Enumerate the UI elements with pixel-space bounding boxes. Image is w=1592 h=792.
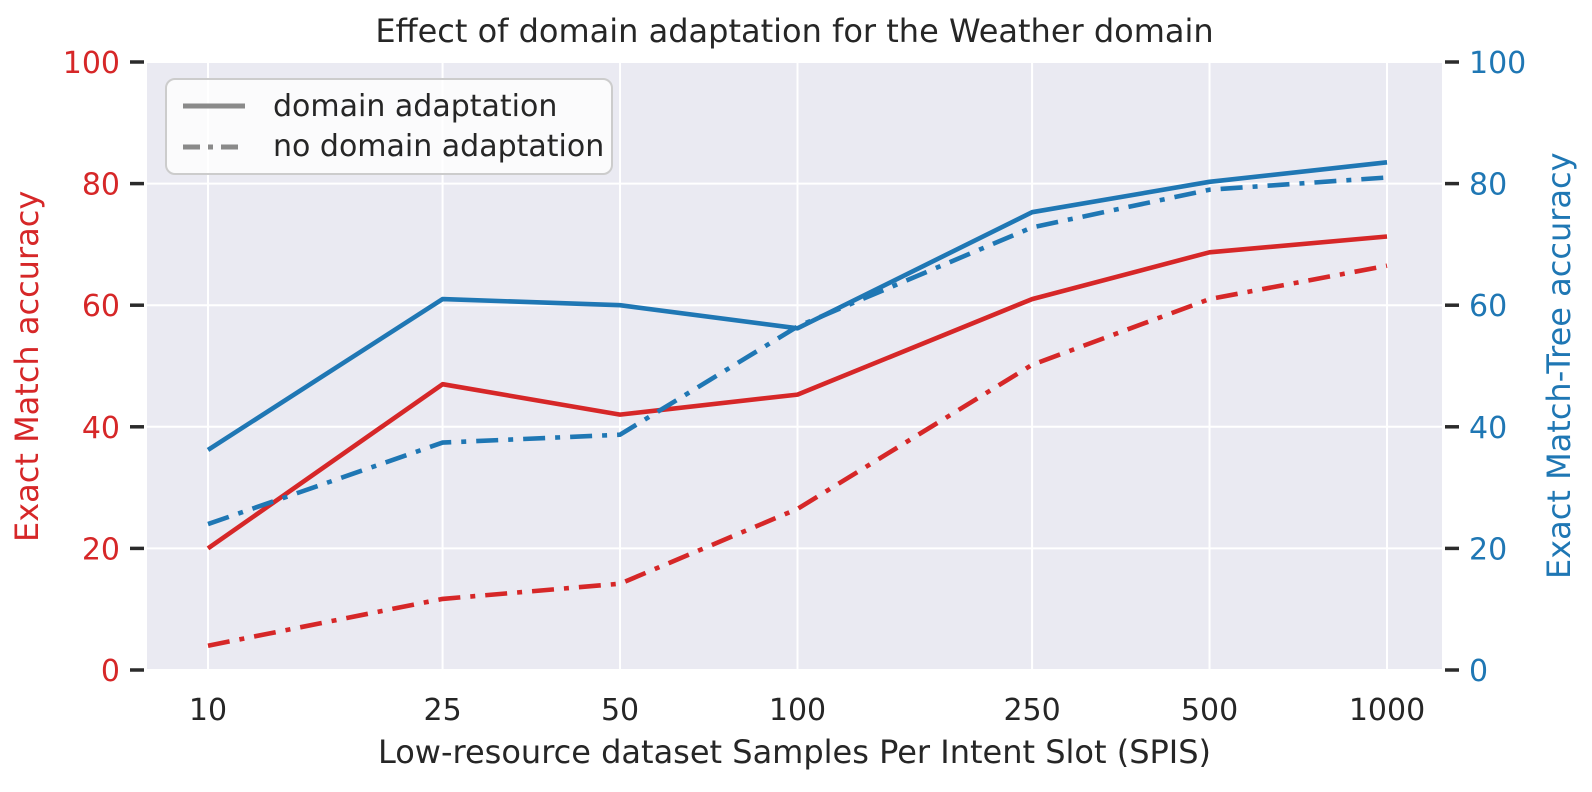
chart-title: Effect of domain adaptation for the Weat…: [375, 12, 1214, 50]
x-tick-label: 500: [1181, 693, 1238, 728]
y-tick-label-left: 100: [63, 46, 120, 81]
y-tick-label-right: 80: [1469, 168, 1507, 203]
y-tick-label-left: 40: [82, 411, 120, 446]
y-tick-label-right: 60: [1469, 289, 1507, 324]
legend-item-label: domain adaptation: [273, 88, 558, 124]
y-tick-label-left: 80: [82, 168, 120, 203]
x-axis-label: Low-resource dataset Samples Per Intent …: [377, 733, 1212, 771]
x-tick-label: 25: [423, 693, 461, 728]
x-tick-label: 100: [769, 693, 826, 728]
legend-item-label: no domain adaptation: [273, 129, 605, 165]
y-tick-label-left: 0: [101, 654, 120, 689]
y-tick-label-left: 60: [82, 289, 120, 324]
series-line: [207, 263, 1388, 648]
x-tick-label: 10: [189, 693, 227, 728]
y-tick-label-right: 0: [1469, 654, 1488, 689]
legend-line-dashdot-icon: [183, 144, 245, 150]
legend: domain adaptation no domain adaptation: [165, 78, 613, 175]
legend-item: domain adaptation: [181, 89, 611, 124]
x-tick-label: 50: [601, 693, 639, 728]
y-tick-label-right: 20: [1469, 532, 1507, 567]
y-tick-label-right: 40: [1469, 411, 1507, 446]
x-tick-label: 1000: [1349, 693, 1425, 728]
legend-item: no domain adaptation: [181, 129, 611, 164]
series-line: [206, 234, 1388, 551]
y-tick-label-right: 100: [1469, 46, 1526, 81]
y-tick-label-left: 20: [82, 532, 120, 567]
legend-line-solid-icon: [183, 103, 245, 109]
series-line: [207, 175, 1388, 527]
y-axis-label-left: Exact Match accuracy: [8, 190, 46, 542]
y-axis-label-right: Exact Match-Tree accuracy: [1540, 152, 1578, 580]
x-tick-label: 250: [1003, 693, 1060, 728]
